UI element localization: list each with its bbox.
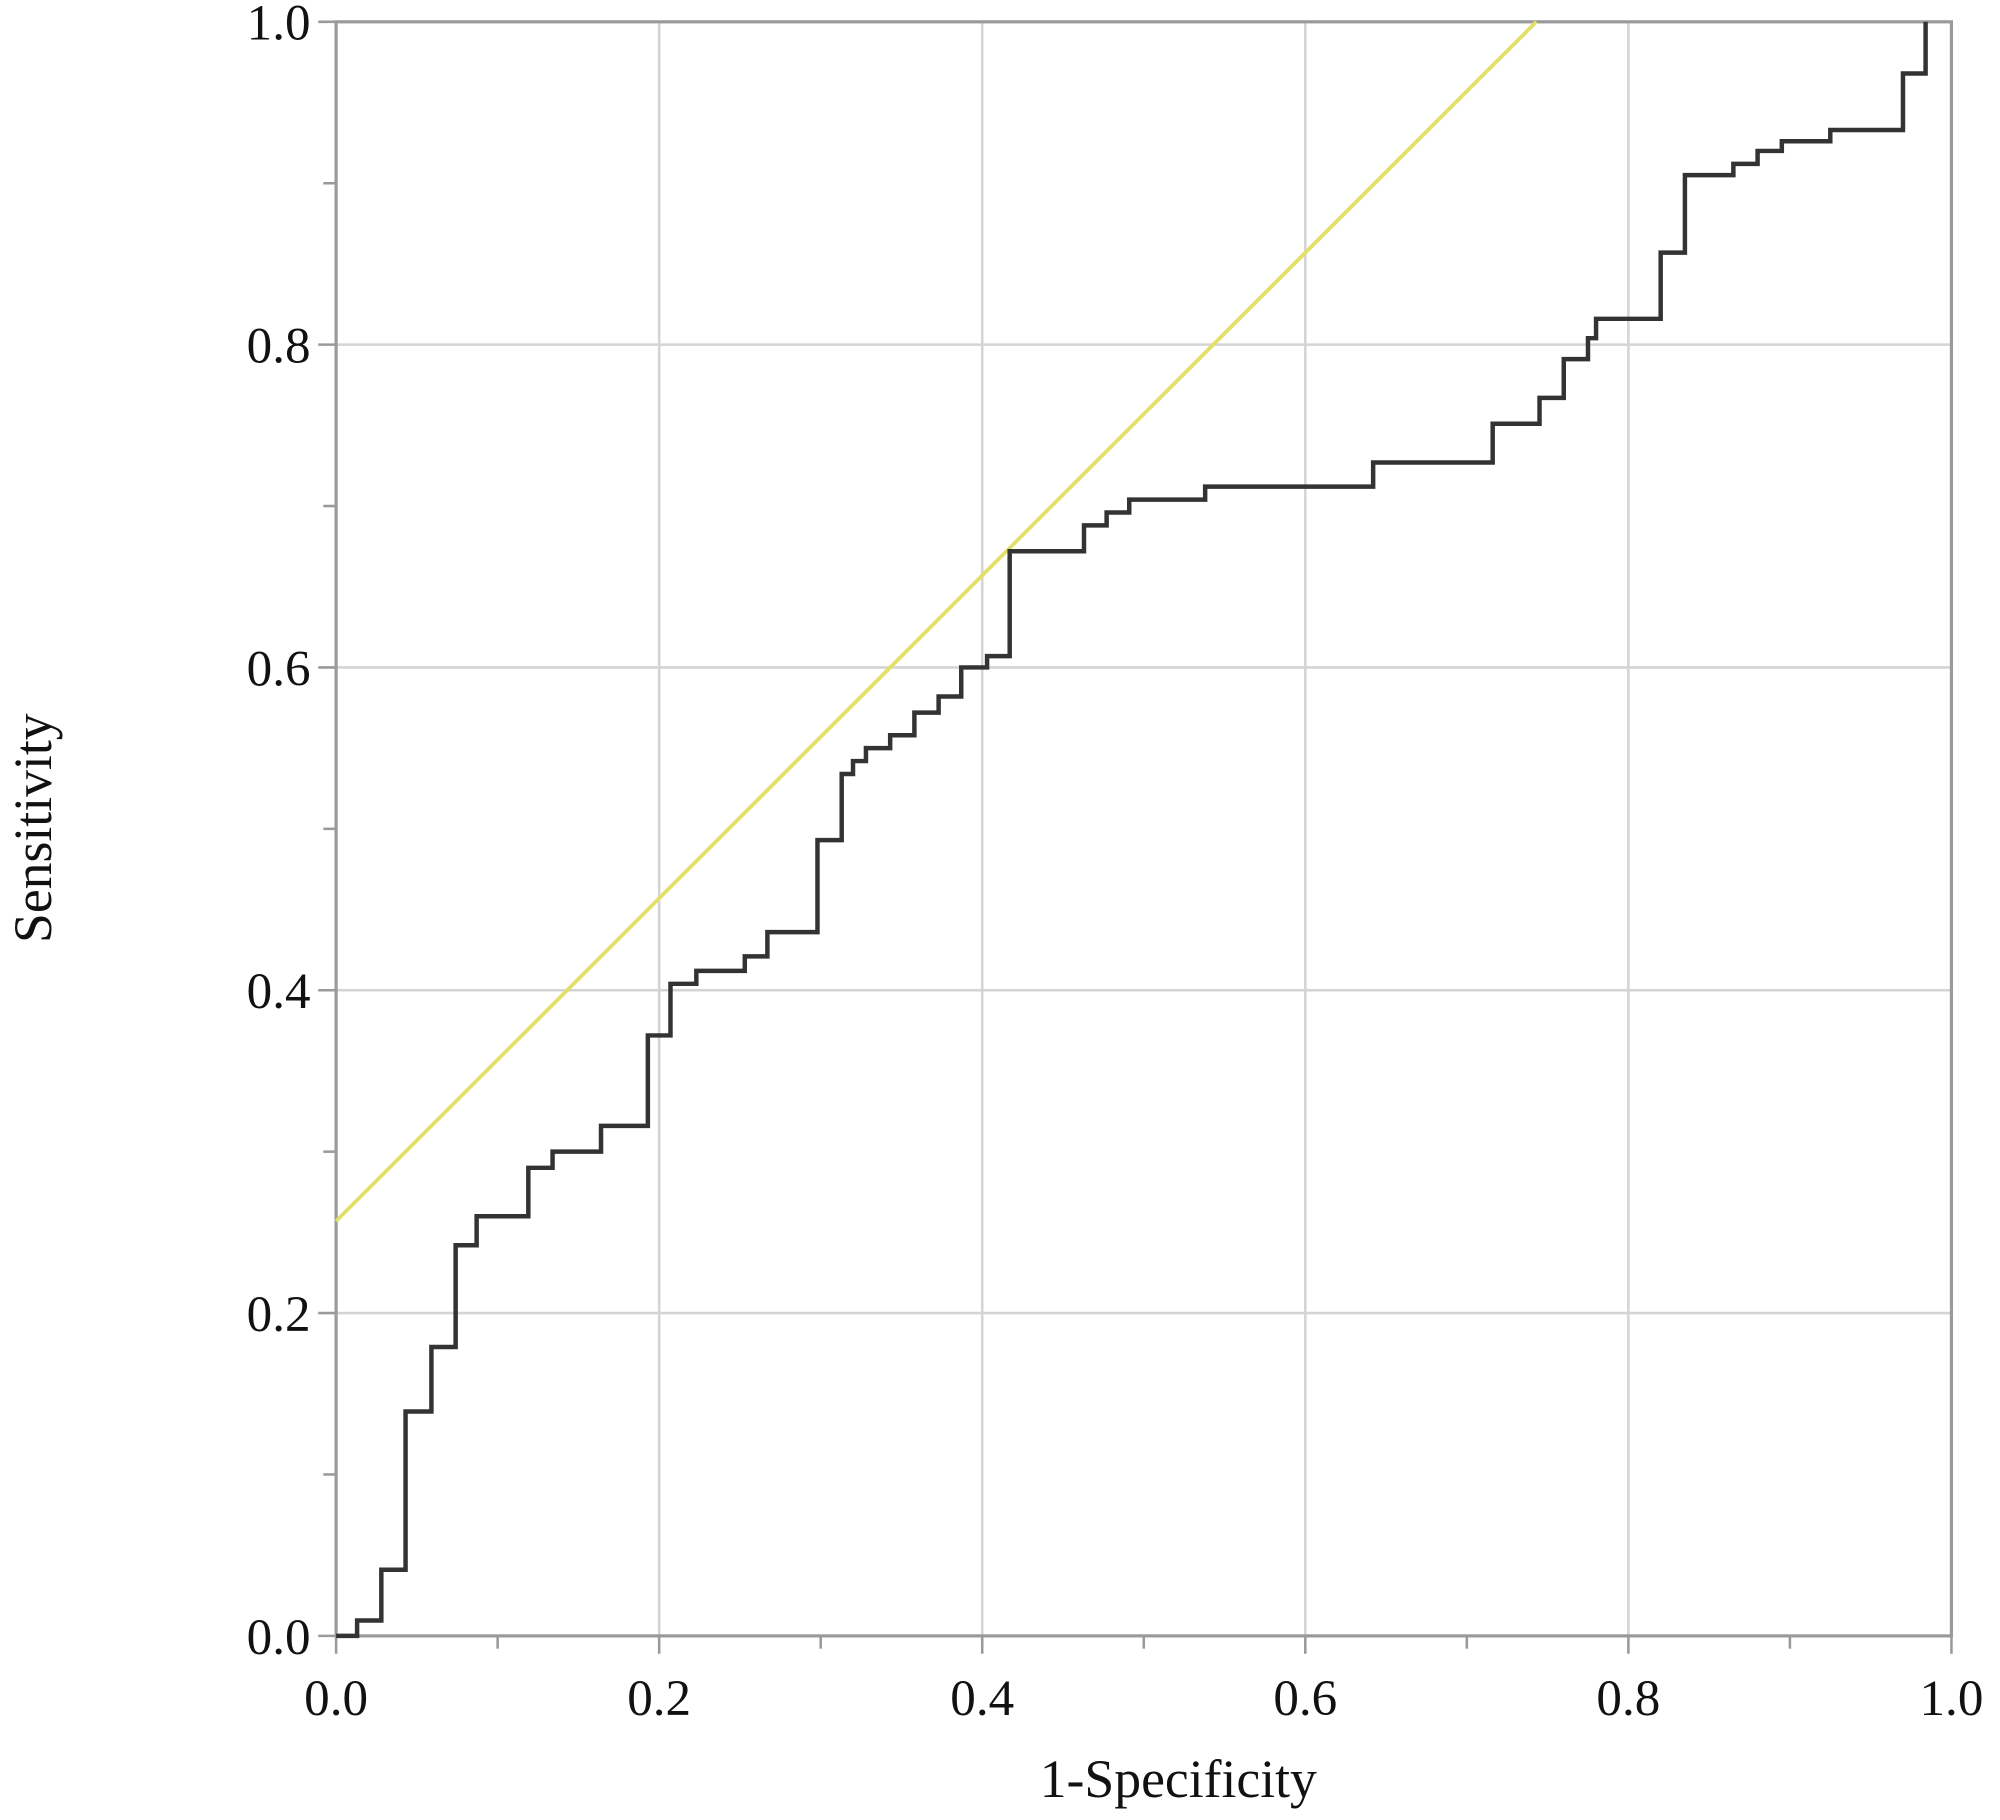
y-tick-label: 0.6 [247,640,311,697]
y-tick-label: 0.2 [247,1286,311,1343]
x-tick-label: 0.8 [1596,1670,1660,1727]
grid [336,21,1952,1636]
y-tick-label: 0.8 [247,318,311,375]
x-tick-label: 1.0 [1919,1670,1983,1727]
x-axis-title: 1-Specificity [1040,1749,1317,1809]
y-axis-title: Sensitivity [3,713,63,943]
x-tick-label: 0.2 [627,1670,691,1727]
y-tick-label: 0.4 [247,963,311,1020]
plot-frame [334,20,1954,1638]
y-tick-label: 0.0 [247,1609,311,1666]
x-axis-ticks: 0.0 0.2 0.4 0.6 0.8 1.0 [304,1635,1983,1727]
reference-line [334,20,1538,1223]
series-layer [334,20,1928,1639]
y-tick-label: 1.0 [247,0,311,52]
y-axis-ticks: 0.0 0.2 0.4 0.6 0.8 1.0 [247,0,337,1666]
x-tick-label: 0.0 [304,1670,368,1727]
axes [334,20,1954,1638]
roc-curve [336,21,1928,1639]
x-tick-label: 0.6 [1273,1670,1337,1727]
x-tick-label: 0.4 [950,1670,1014,1727]
